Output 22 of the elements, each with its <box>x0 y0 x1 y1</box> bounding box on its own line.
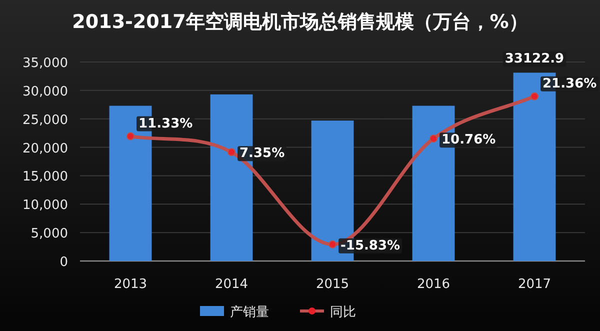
data-label: 21.36% <box>542 76 597 92</box>
y-tick-label: 35,000 <box>22 56 68 71</box>
x-tick-label: 2017 <box>518 277 552 292</box>
data-label: 11.33% <box>138 116 193 132</box>
legend-label: 同比 <box>330 305 356 320</box>
y-tick-label: 10,000 <box>22 198 68 214</box>
y-tick-label: 15,000 <box>22 170 68 185</box>
x-tick-label: 2014 <box>214 277 248 292</box>
x-tick-label: 2015 <box>316 277 350 292</box>
title: 2013-2017年空调电机市场总销售规模（万台，%） <box>72 11 528 33</box>
data-label: -15.83% <box>340 238 400 254</box>
data-label: 7.35% <box>240 146 285 162</box>
x-tick-label: 2013 <box>114 277 148 292</box>
y-tick-label: 5,000 <box>30 226 68 242</box>
data-label: 10.76% <box>442 132 496 148</box>
data-label: 33122.9 <box>504 52 564 67</box>
legend-label: 产销量 <box>230 305 269 320</box>
y-tick-label: 30,000 <box>22 84 68 100</box>
y-tick-label: 20,000 <box>22 141 68 156</box>
x-tick-label: 2016 <box>416 277 450 292</box>
y-tick-label: 0 <box>60 255 68 270</box>
y-tick-label: 25,000 <box>22 112 68 128</box>
